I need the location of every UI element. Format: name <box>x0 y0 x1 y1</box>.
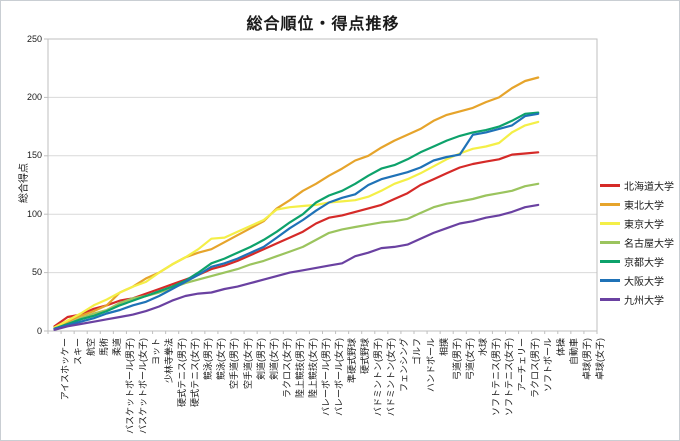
legend-item-tokyo: 東京大学 <box>600 214 674 233</box>
legend-line-swatch <box>600 279 620 282</box>
x-axis-label: フェンシング <box>399 338 410 393</box>
y-tick-label: 150 <box>26 150 42 161</box>
x-axis-label: 卓球(女子) <box>595 338 606 380</box>
x-axis-label: 柔道 <box>111 338 122 357</box>
legend-line-swatch <box>600 241 620 244</box>
x-axis-label: バレーボール(男子) <box>320 338 331 416</box>
x-axis-label: 陸上競技(男子) <box>294 338 305 398</box>
x-axis-label: バドミントン(男子) <box>373 338 384 417</box>
legend-item-osaka: 大阪大学 <box>600 271 674 290</box>
x-axis-label: バドミントン(女子) <box>386 338 397 417</box>
legend-label: 名古屋大学 <box>624 239 674 250</box>
x-axis-label: 剣道(女子) <box>268 338 279 380</box>
series-line-kyoto <box>53 111 540 330</box>
x-axis-label: ラクロス(女子) <box>281 338 292 398</box>
x-axis-label: アーチェリー <box>517 338 528 392</box>
legend-item-nagoya: 名古屋大学 <box>600 233 674 252</box>
x-axis-label: 弓道(女子) <box>464 338 475 380</box>
y-axis-title: 総合得点 <box>19 163 30 203</box>
x-axis-label: 卓球(男子) <box>582 338 593 380</box>
x-axis-label: 剣道(男子) <box>255 338 266 380</box>
legend-item-tohoku: 東北大学 <box>600 195 674 214</box>
x-axis-label: 空手道(女子) <box>242 338 253 389</box>
y-tick-label: 0 <box>36 325 42 336</box>
legend-line-swatch <box>600 260 620 263</box>
x-axis-label: 競泳(男子) <box>203 338 214 380</box>
y-tick-label: 200 <box>26 91 42 102</box>
x-axis-label: 準硬式野球 <box>347 338 358 384</box>
x-axis-label: 馬術 <box>98 338 109 357</box>
y-tick-label: 250 <box>26 33 42 44</box>
legend-label: 九州大学 <box>624 296 664 307</box>
series-line-kyushu <box>53 203 540 331</box>
legend-label: 東北大学 <box>624 201 664 212</box>
legend-label: 北海道大学 <box>624 182 674 193</box>
legend-line-swatch <box>600 222 620 225</box>
x-axis-label: スキー <box>72 338 83 366</box>
legend-item-hokkaido: 北海道大学 <box>600 176 674 195</box>
x-axis-label: 水球 <box>477 338 488 357</box>
x-axis-label: バレーボール(女子) <box>334 338 345 416</box>
x-axis-label: 硬式野球 <box>360 338 371 375</box>
legend-label: 京都大学 <box>624 258 664 269</box>
series-line-nagoya <box>53 182 540 330</box>
x-axis-label: 陸上競技(女子) <box>307 338 318 398</box>
legend-line-swatch <box>600 184 620 187</box>
x-axis-label: バスケットボール(男子) <box>124 338 135 434</box>
x-axis-label: ハンドボール <box>425 338 436 393</box>
y-tick-label: 100 <box>26 208 42 219</box>
chart-title: 総合順位・得点推移 <box>246 16 400 33</box>
x-axis-label: アイスホッケー <box>59 338 70 401</box>
x-axis-label: 競泳(女子) <box>216 338 227 380</box>
x-axis-label: 硬式テニス(男子) <box>177 338 188 407</box>
x-axis-label: 体操 <box>556 338 567 357</box>
series-line-osaka <box>53 112 540 330</box>
x-axis-label: 硬式テニス(女子) <box>190 338 201 407</box>
y-tick-label: 50 <box>31 267 42 278</box>
x-axis-label: 航空 <box>85 338 96 357</box>
x-axis-label: ヨット <box>151 338 162 366</box>
x-axis-label: 相撲 <box>438 338 449 357</box>
x-axis-label: ソフトテニス(女子) <box>503 338 514 416</box>
x-axis-label: 弓道(男子) <box>451 338 462 380</box>
legend-line-swatch <box>600 203 620 206</box>
x-axis-label: バスケットボール(女子) <box>137 338 148 434</box>
legend: 北海道大学東北大学東京大学名古屋大学京都大学大阪大学九州大学 <box>600 176 674 309</box>
x-axis-label: ソフトテニス(男子) <box>490 338 501 416</box>
legend-item-kyoto: 京都大学 <box>600 252 674 271</box>
legend-label: 東京大学 <box>624 220 664 231</box>
x-axis-label: 自動車 <box>569 338 580 366</box>
x-axis-label: ソフトボール <box>543 338 554 393</box>
legend-label: 大阪大学 <box>624 277 664 288</box>
x-axis-label: 空手道(男子) <box>229 338 240 389</box>
x-axis-label: ラクロス(男子) <box>530 338 541 398</box>
x-axis-label: ゴルフ <box>412 338 423 366</box>
legend-item-kyushu: 九州大学 <box>600 290 674 309</box>
legend-line-swatch <box>600 298 620 301</box>
x-axis-label: 少林寺拳法 <box>164 338 175 384</box>
